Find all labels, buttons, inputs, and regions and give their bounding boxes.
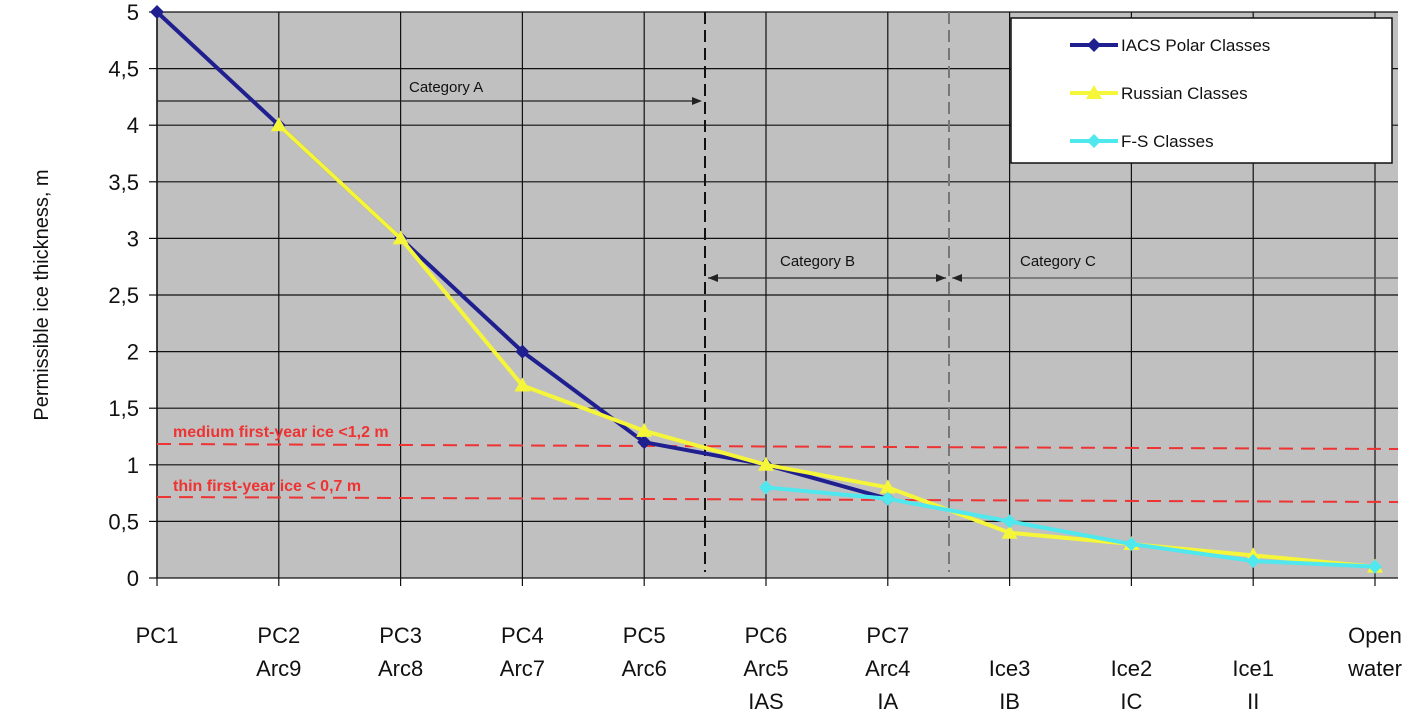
x-tick-label: IAS xyxy=(748,689,783,714)
data-point xyxy=(759,480,773,495)
y-tick-label: 3 xyxy=(127,226,139,251)
x-tick-label: IB xyxy=(999,689,1020,714)
series-line xyxy=(277,123,1376,569)
arrow-head xyxy=(692,97,702,105)
y-tick-label: 1 xyxy=(127,453,139,478)
data-point xyxy=(515,344,530,359)
x-tick-label: Ice2 xyxy=(1111,656,1153,681)
legend-label: IACS Polar Classes xyxy=(1121,36,1270,55)
legend-marker xyxy=(1087,134,1101,148)
thin-ice-label: thin first-year ice < 0,7 m xyxy=(173,478,361,495)
x-axis: PC1 PC2 Arc9 PC3 Arc8 PC4 Arc7 PC5 Arc6 PC6 Arc5 IA… xyxy=(136,623,1402,714)
data-point xyxy=(270,117,287,132)
x-tick-label: IA xyxy=(877,689,898,714)
x-tick-label: PC2 xyxy=(257,623,300,648)
x-tick-label: Ice1 xyxy=(1232,656,1274,681)
data-point xyxy=(1246,554,1261,569)
y-tick-label: 2 xyxy=(127,340,139,365)
series xyxy=(150,5,1383,574)
x-tick-label: Arc9 xyxy=(256,656,301,681)
legend-label: Russian Classes xyxy=(1121,84,1248,103)
x-tick-label: PC4 xyxy=(501,623,544,648)
y-tick-label: 5 xyxy=(127,0,139,25)
y-tick-label: 4 xyxy=(127,113,139,138)
category-markers: Category A Category B Category C xyxy=(157,12,1398,572)
legend-box xyxy=(1010,17,1393,164)
legend-label: F-S Classes xyxy=(1121,132,1214,151)
data-point xyxy=(1124,537,1139,552)
arrow-head xyxy=(952,274,962,282)
category-a-label: Category A xyxy=(409,79,483,96)
legend-marker xyxy=(1086,85,1102,99)
data-point xyxy=(1368,559,1382,574)
x-tick-label: Arc4 xyxy=(865,656,910,681)
x-tick-label: water xyxy=(1347,656,1402,681)
series-line xyxy=(765,485,1376,569)
x-tick-label: IC xyxy=(1120,689,1142,714)
x-tick-label: PC6 xyxy=(745,623,788,648)
legend-marker xyxy=(1087,38,1101,52)
data-point xyxy=(1001,524,1018,539)
legend-item: IACS Polar Classes xyxy=(1070,36,1270,55)
arrow-head xyxy=(936,274,946,282)
category-b-label: Category B xyxy=(780,253,855,270)
x-tick-label: II xyxy=(1247,689,1259,714)
data-point xyxy=(879,479,896,494)
y-tick-label: 0 xyxy=(127,566,139,591)
y-tick-label: 0,5 xyxy=(108,509,139,534)
y-tick-label: 3,5 xyxy=(108,170,139,195)
legend: IACS Polar Classes Russian Classes F-S Cla… xyxy=(1010,17,1393,164)
data-point xyxy=(637,435,652,450)
x-tick-label: PC5 xyxy=(623,623,666,648)
series-f-s-classes xyxy=(759,480,1382,574)
data-point xyxy=(150,5,164,19)
data-point xyxy=(514,377,531,392)
grid xyxy=(156,11,1398,586)
y-axis-label: Permissible ice thickness, m xyxy=(31,169,53,420)
data-point xyxy=(636,422,653,437)
x-tick-label: Arc5 xyxy=(743,656,788,681)
legend-item: F-S Classes xyxy=(1070,132,1214,151)
medium-ice-label: medium first-year ice <1,2 m xyxy=(173,424,389,441)
data-point xyxy=(758,456,774,471)
y-tick-label: 2,5 xyxy=(108,283,139,308)
x-tick-label: PC1 xyxy=(136,623,179,648)
y-tick-label: 1,5 xyxy=(108,396,139,421)
data-point xyxy=(392,230,409,245)
x-tick-label: PC3 xyxy=(379,623,422,648)
reference-lines: medium first-year ice <1,2 m thin first-… xyxy=(156,424,1399,503)
x-tick-label: Open xyxy=(1348,623,1402,648)
category-c-label: Category C xyxy=(1020,253,1096,270)
data-point xyxy=(1002,514,1017,529)
medium-ice-line xyxy=(156,443,1399,450)
x-tick-label: Arc7 xyxy=(500,656,545,681)
y-axis: 0 0,5 1 1,5 2 2,5 3 3,5 4 4,5 5 xyxy=(108,0,157,591)
legend-item: Russian Classes xyxy=(1070,84,1248,103)
thin-ice-line xyxy=(156,496,1399,503)
y-tick-label: 4,5 xyxy=(108,57,139,82)
x-tick-label: PC7 xyxy=(866,623,909,648)
arrow-head xyxy=(708,274,718,282)
x-tick-label: Arc6 xyxy=(622,656,667,681)
x-tick-label: Ice3 xyxy=(989,656,1031,681)
x-tick-label: Arc8 xyxy=(378,656,423,681)
data-point xyxy=(880,491,895,506)
